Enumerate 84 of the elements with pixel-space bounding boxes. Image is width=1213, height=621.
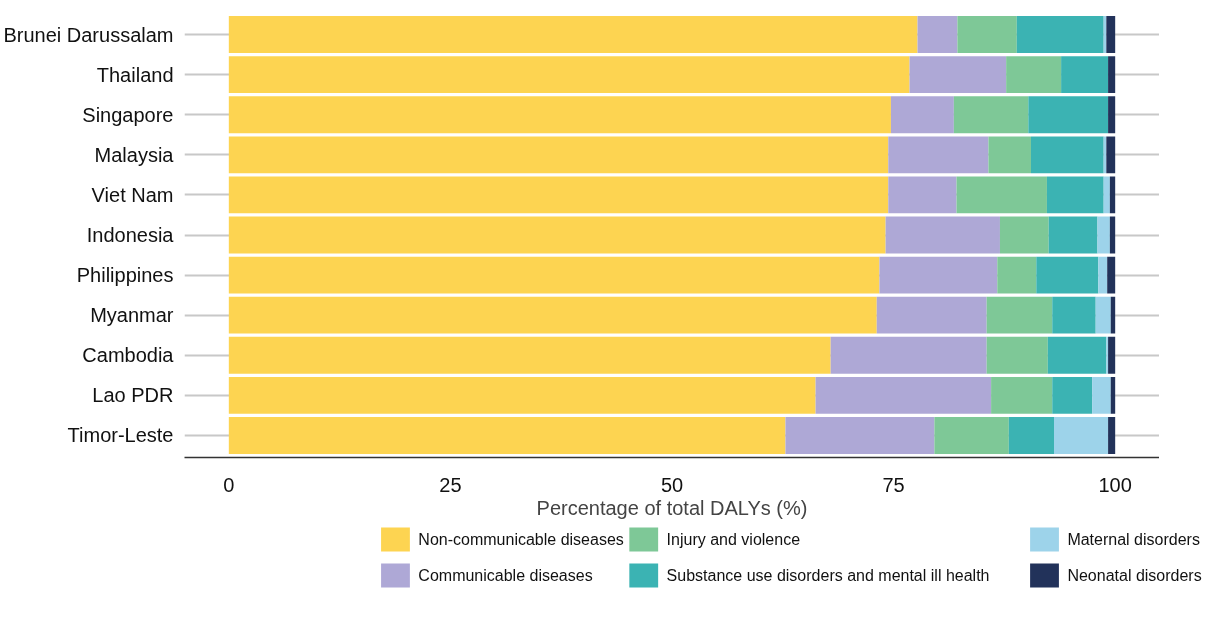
bar — [917, 16, 958, 53]
bar — [888, 136, 989, 174]
y-tick-label: Singapore — [82, 103, 174, 126]
bar — [1108, 417, 1116, 454]
bar — [1052, 296, 1096, 334]
y-tick-label: Myanmar — [90, 304, 174, 327]
bar — [1103, 176, 1110, 214]
bar — [1052, 376, 1093, 414]
y-tick-label: Malaysia — [94, 143, 175, 166]
bar — [1107, 256, 1116, 294]
bar — [228, 96, 891, 134]
bar — [228, 136, 889, 174]
bar — [1097, 216, 1110, 254]
bar — [956, 176, 1047, 214]
bar — [1054, 417, 1109, 454]
bar — [228, 216, 886, 254]
bar — [1108, 336, 1116, 374]
bar — [988, 136, 1031, 174]
bar — [1108, 56, 1116, 94]
y-tick-label: Brunei Darussalam — [3, 23, 174, 46]
bar — [1008, 417, 1055, 454]
bar — [1106, 136, 1116, 174]
bar — [815, 376, 992, 414]
bar — [957, 16, 1017, 53]
bar — [1106, 16, 1116, 53]
bar — [1028, 96, 1109, 134]
bar — [888, 176, 957, 214]
x-tick-label: 50 — [660, 473, 684, 496]
bar — [879, 256, 998, 294]
bar — [997, 256, 1037, 294]
bar — [1036, 256, 1099, 294]
y-tick-label: Cambodia — [82, 344, 175, 367]
bar — [228, 376, 816, 414]
x-tick-label: 0 — [223, 473, 235, 496]
bar — [1016, 16, 1104, 53]
bar — [228, 336, 831, 374]
bar — [1110, 296, 1116, 334]
bar — [1092, 376, 1111, 414]
y-tick-label: Indonesia — [86, 224, 175, 246]
legend-label: Maternal disorders — [1067, 531, 1200, 548]
bar — [830, 336, 987, 374]
bar — [228, 296, 877, 334]
bar — [1098, 256, 1108, 294]
bar — [991, 376, 1053, 414]
legend-label: Neonatal disorders — [1067, 567, 1202, 584]
x-tick-label: 100 — [1098, 473, 1132, 496]
bar — [1108, 96, 1116, 134]
bar — [1047, 336, 1107, 374]
bar — [1006, 56, 1062, 94]
x-tick-label: 75 — [882, 473, 905, 496]
bar — [885, 216, 1000, 254]
legend-label: Non-communicable diseases — [418, 531, 624, 548]
x-tick-label: 25 — [439, 473, 462, 496]
bar — [986, 336, 1048, 374]
legend-label: Substance use disorders and mental ill health — [666, 567, 990, 584]
y-tick-label: Thailand — [96, 63, 174, 86]
x-axis-title: Percentage of total DALYs (%) — [536, 496, 808, 519]
legend-label: Communicable diseases — [418, 567, 593, 584]
y-tick-label: Viet Nam — [91, 183, 174, 206]
bar — [890, 96, 954, 134]
bar — [1109, 216, 1116, 254]
bar — [1048, 216, 1098, 254]
bar — [785, 417, 935, 454]
bar — [876, 296, 987, 334]
bar — [228, 16, 918, 53]
bar — [228, 417, 786, 454]
bar — [986, 296, 1053, 334]
bar — [228, 256, 880, 294]
bar — [909, 56, 1007, 94]
bar — [228, 176, 889, 214]
bar — [1095, 296, 1111, 334]
bar — [1061, 56, 1109, 94]
bar — [953, 96, 1029, 134]
bar — [934, 417, 1009, 454]
bar — [999, 216, 1049, 254]
y-tick-label: Philippines — [76, 264, 174, 287]
y-tick-label: Lao PDR — [92, 384, 174, 407]
bar — [1046, 176, 1104, 214]
bar — [1030, 136, 1104, 174]
bar — [1109, 176, 1116, 214]
legend-label: Injury and violence — [666, 531, 801, 548]
bar — [1110, 376, 1116, 414]
y-tick-label: Timor-Leste — [67, 424, 174, 447]
bar — [228, 56, 910, 94]
